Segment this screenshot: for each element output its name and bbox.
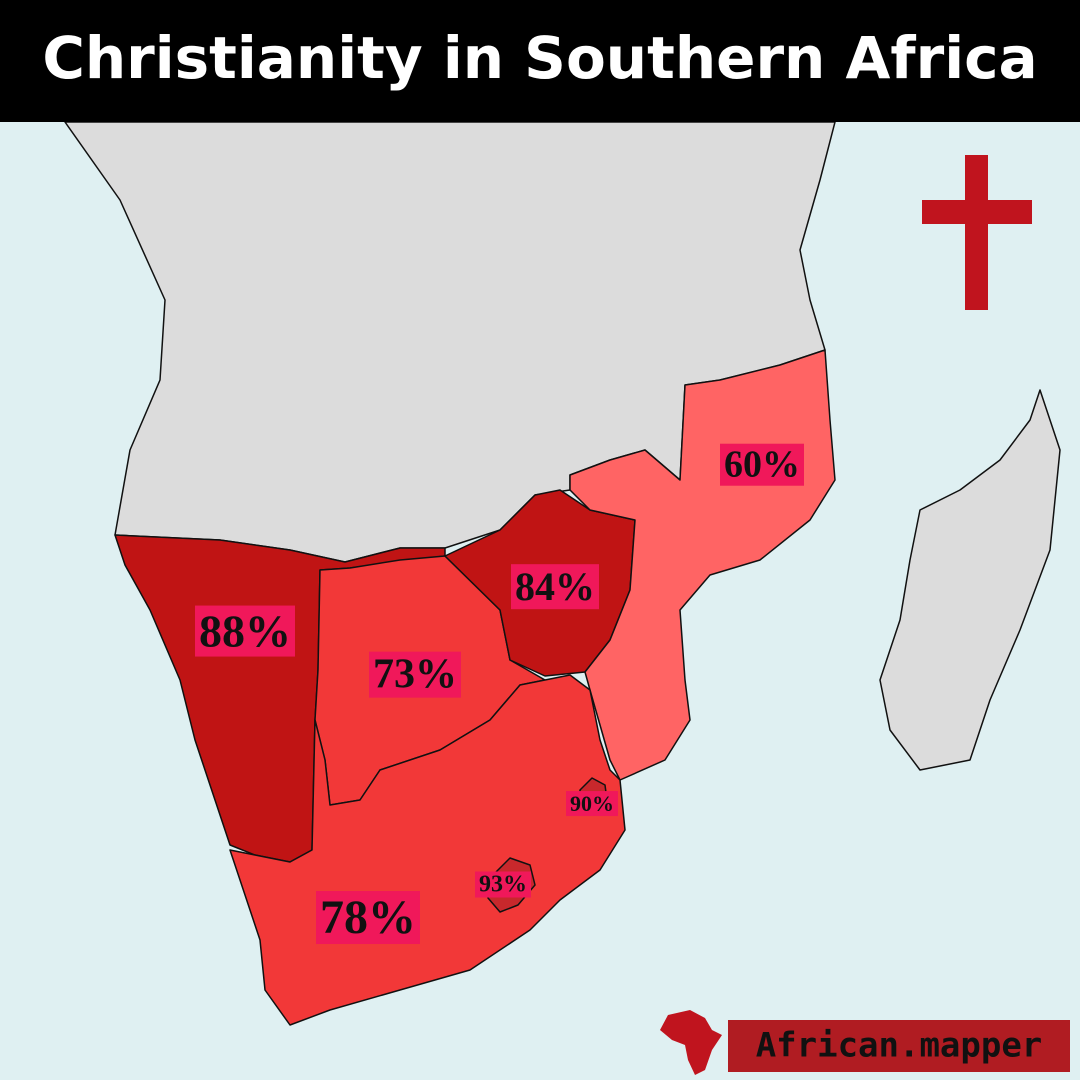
region-label: 84% <box>515 564 595 609</box>
title: Christianity in Southern Africa <box>42 24 1037 92</box>
region-label: 78% <box>320 891 416 944</box>
madagascar <box>879 389 1061 771</box>
cross-horizontal <box>922 200 1032 224</box>
cross <box>922 155 1032 310</box>
region-label: 88% <box>199 606 291 657</box>
region-label: 93% <box>479 872 527 898</box>
region-label: 60% <box>724 444 800 486</box>
region-label: 73% <box>373 652 457 698</box>
title-bar <box>0 0 1080 122</box>
label-box <box>511 564 599 610</box>
label-box <box>316 891 420 945</box>
cross-vertical <box>965 155 988 310</box>
label-box <box>195 605 295 657</box>
label-layer: 88% 73% 84% 60% 78% 90% 93% <box>195 443 804 945</box>
credit-box <box>728 1020 1070 1072</box>
label-box <box>566 791 618 817</box>
africa-icon <box>660 1010 722 1075</box>
credit: African.mapper <box>756 1026 1043 1066</box>
region-label: 90% <box>570 791 614 816</box>
label-box <box>720 443 804 486</box>
label-box <box>475 871 531 898</box>
label-box <box>369 651 461 698</box>
